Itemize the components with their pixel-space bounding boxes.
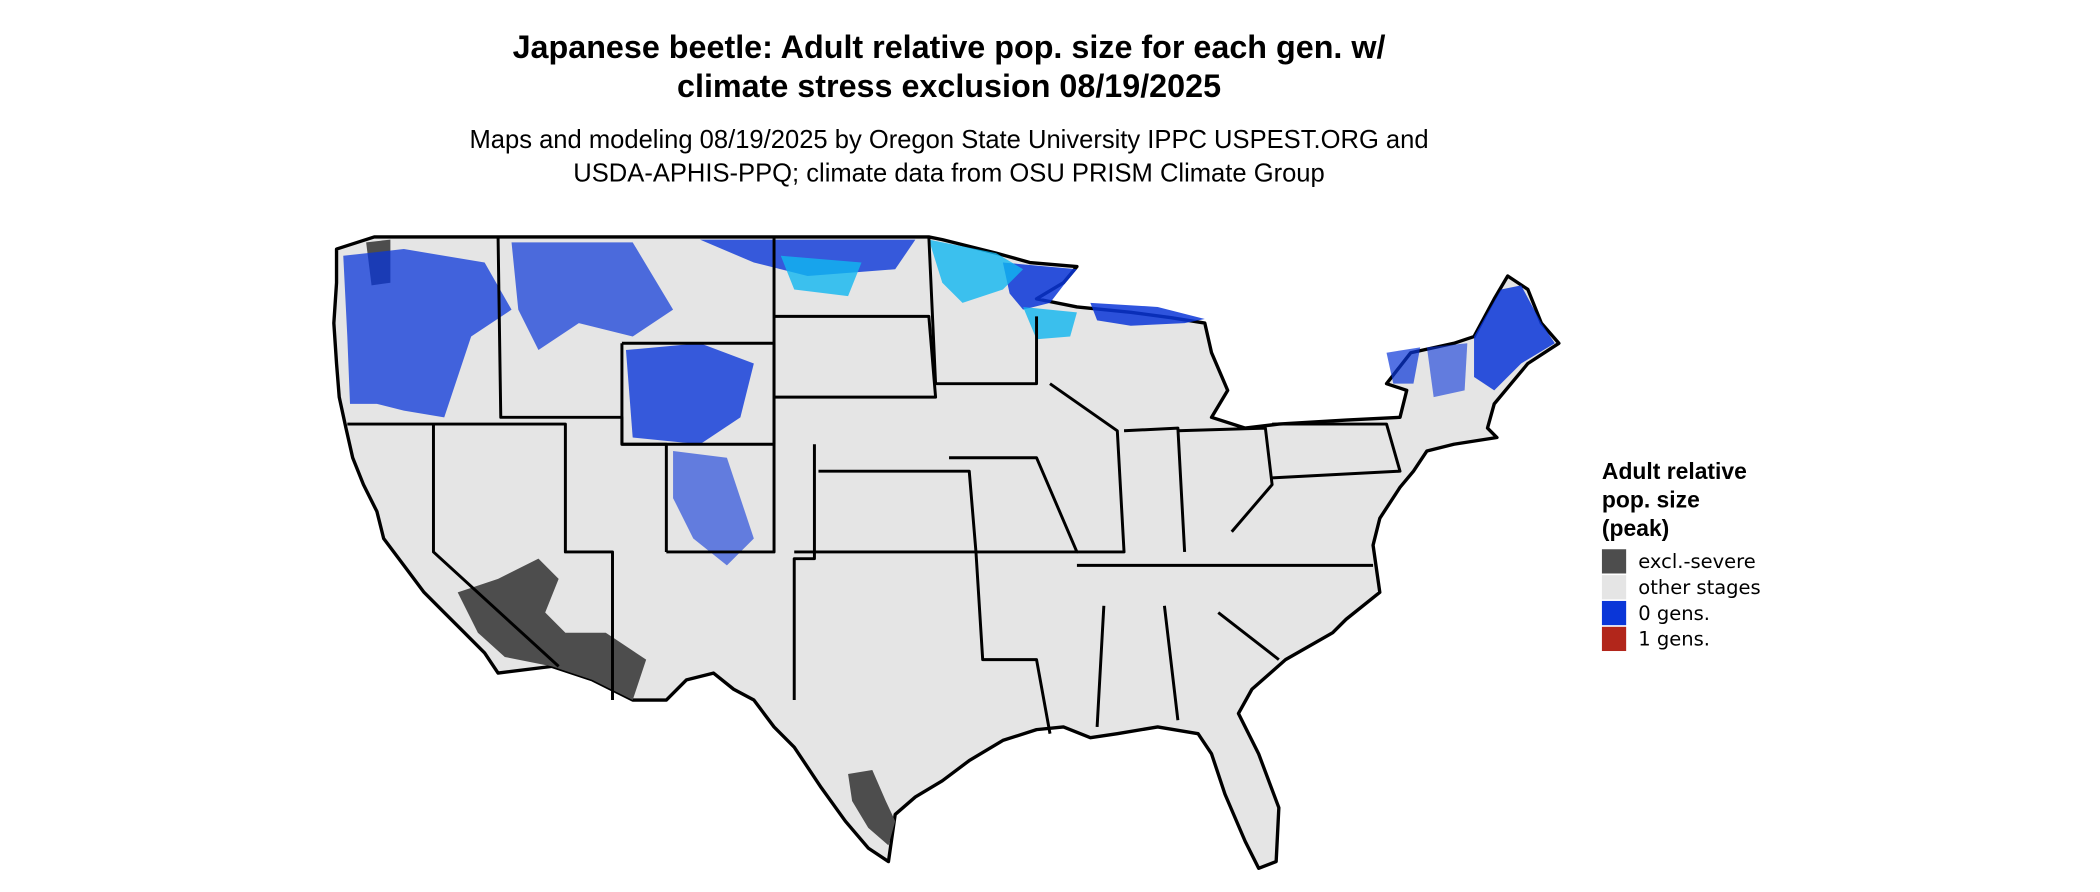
zero-gens-patch bbox=[1090, 302, 1205, 326]
state-border bbox=[1272, 422, 1402, 480]
zero-gens-patch bbox=[673, 450, 754, 566]
legend-label: 1 gens. bbox=[1638, 628, 1710, 651]
light-blue-patch bbox=[928, 239, 1024, 303]
legend-title-line: pop. size bbox=[1602, 487, 1700, 513]
legend-swatch bbox=[1601, 600, 1627, 626]
legend: Adult relative pop. size(peak) excl.-sever… bbox=[1601, 458, 1761, 652]
titles: Japanese beetle: Adult relative pop. siz… bbox=[469, 29, 1428, 188]
zero-gens-patch bbox=[625, 343, 754, 445]
zero-gens-areas bbox=[343, 239, 1555, 566]
legend-label: excl.-severe bbox=[1638, 550, 1756, 573]
title-line: Japanese beetle: Adult relative pop. siz… bbox=[513, 29, 1386, 65]
subtitle-line: USDA-APHIS-PPQ; climate data from OSU PR… bbox=[573, 160, 1324, 188]
zero-gens-patch bbox=[1426, 343, 1468, 398]
legend-title-line: (peak) bbox=[1602, 515, 1669, 541]
legend-label: 0 gens. bbox=[1638, 602, 1710, 625]
state-border bbox=[431, 424, 560, 668]
state-border bbox=[927, 236, 1039, 386]
zero-gens-patch bbox=[1002, 262, 1077, 310]
zero-gens-patch bbox=[511, 242, 674, 351]
zero-gens-patch bbox=[343, 249, 512, 418]
exclusion-patch bbox=[848, 770, 896, 846]
state-border bbox=[1177, 426, 1274, 533]
zero-gens-patch bbox=[1474, 285, 1555, 391]
us-map bbox=[332, 235, 1561, 870]
state-border bbox=[1049, 382, 1126, 554]
state-border bbox=[347, 422, 614, 701]
subtitle-line: Maps and modeling 08/19/2025 by Oregon S… bbox=[469, 126, 1428, 154]
legend-swatch bbox=[1601, 575, 1627, 600]
legend-label: other stages bbox=[1638, 576, 1760, 599]
zero-gens-patch bbox=[1386, 347, 1421, 384]
zero-gens-patch bbox=[700, 239, 916, 276]
legend-swatch bbox=[1601, 549, 1627, 574]
light-blue-patch bbox=[780, 255, 862, 297]
state-border bbox=[1123, 426, 1187, 553]
state-border bbox=[1095, 605, 1280, 728]
state-borders bbox=[347, 236, 1402, 734]
exclusion-patch bbox=[457, 558, 647, 701]
state-border bbox=[949, 456, 1079, 734]
state-border bbox=[774, 314, 938, 399]
state-border bbox=[792, 444, 816, 701]
state-border bbox=[666, 236, 776, 554]
legend-title-line: Adult relative bbox=[1602, 458, 1747, 484]
state-border bbox=[794, 469, 978, 554]
title-line: climate stress exclusion 08/19/2025 bbox=[677, 68, 1221, 104]
legend-swatch bbox=[1601, 626, 1627, 652]
